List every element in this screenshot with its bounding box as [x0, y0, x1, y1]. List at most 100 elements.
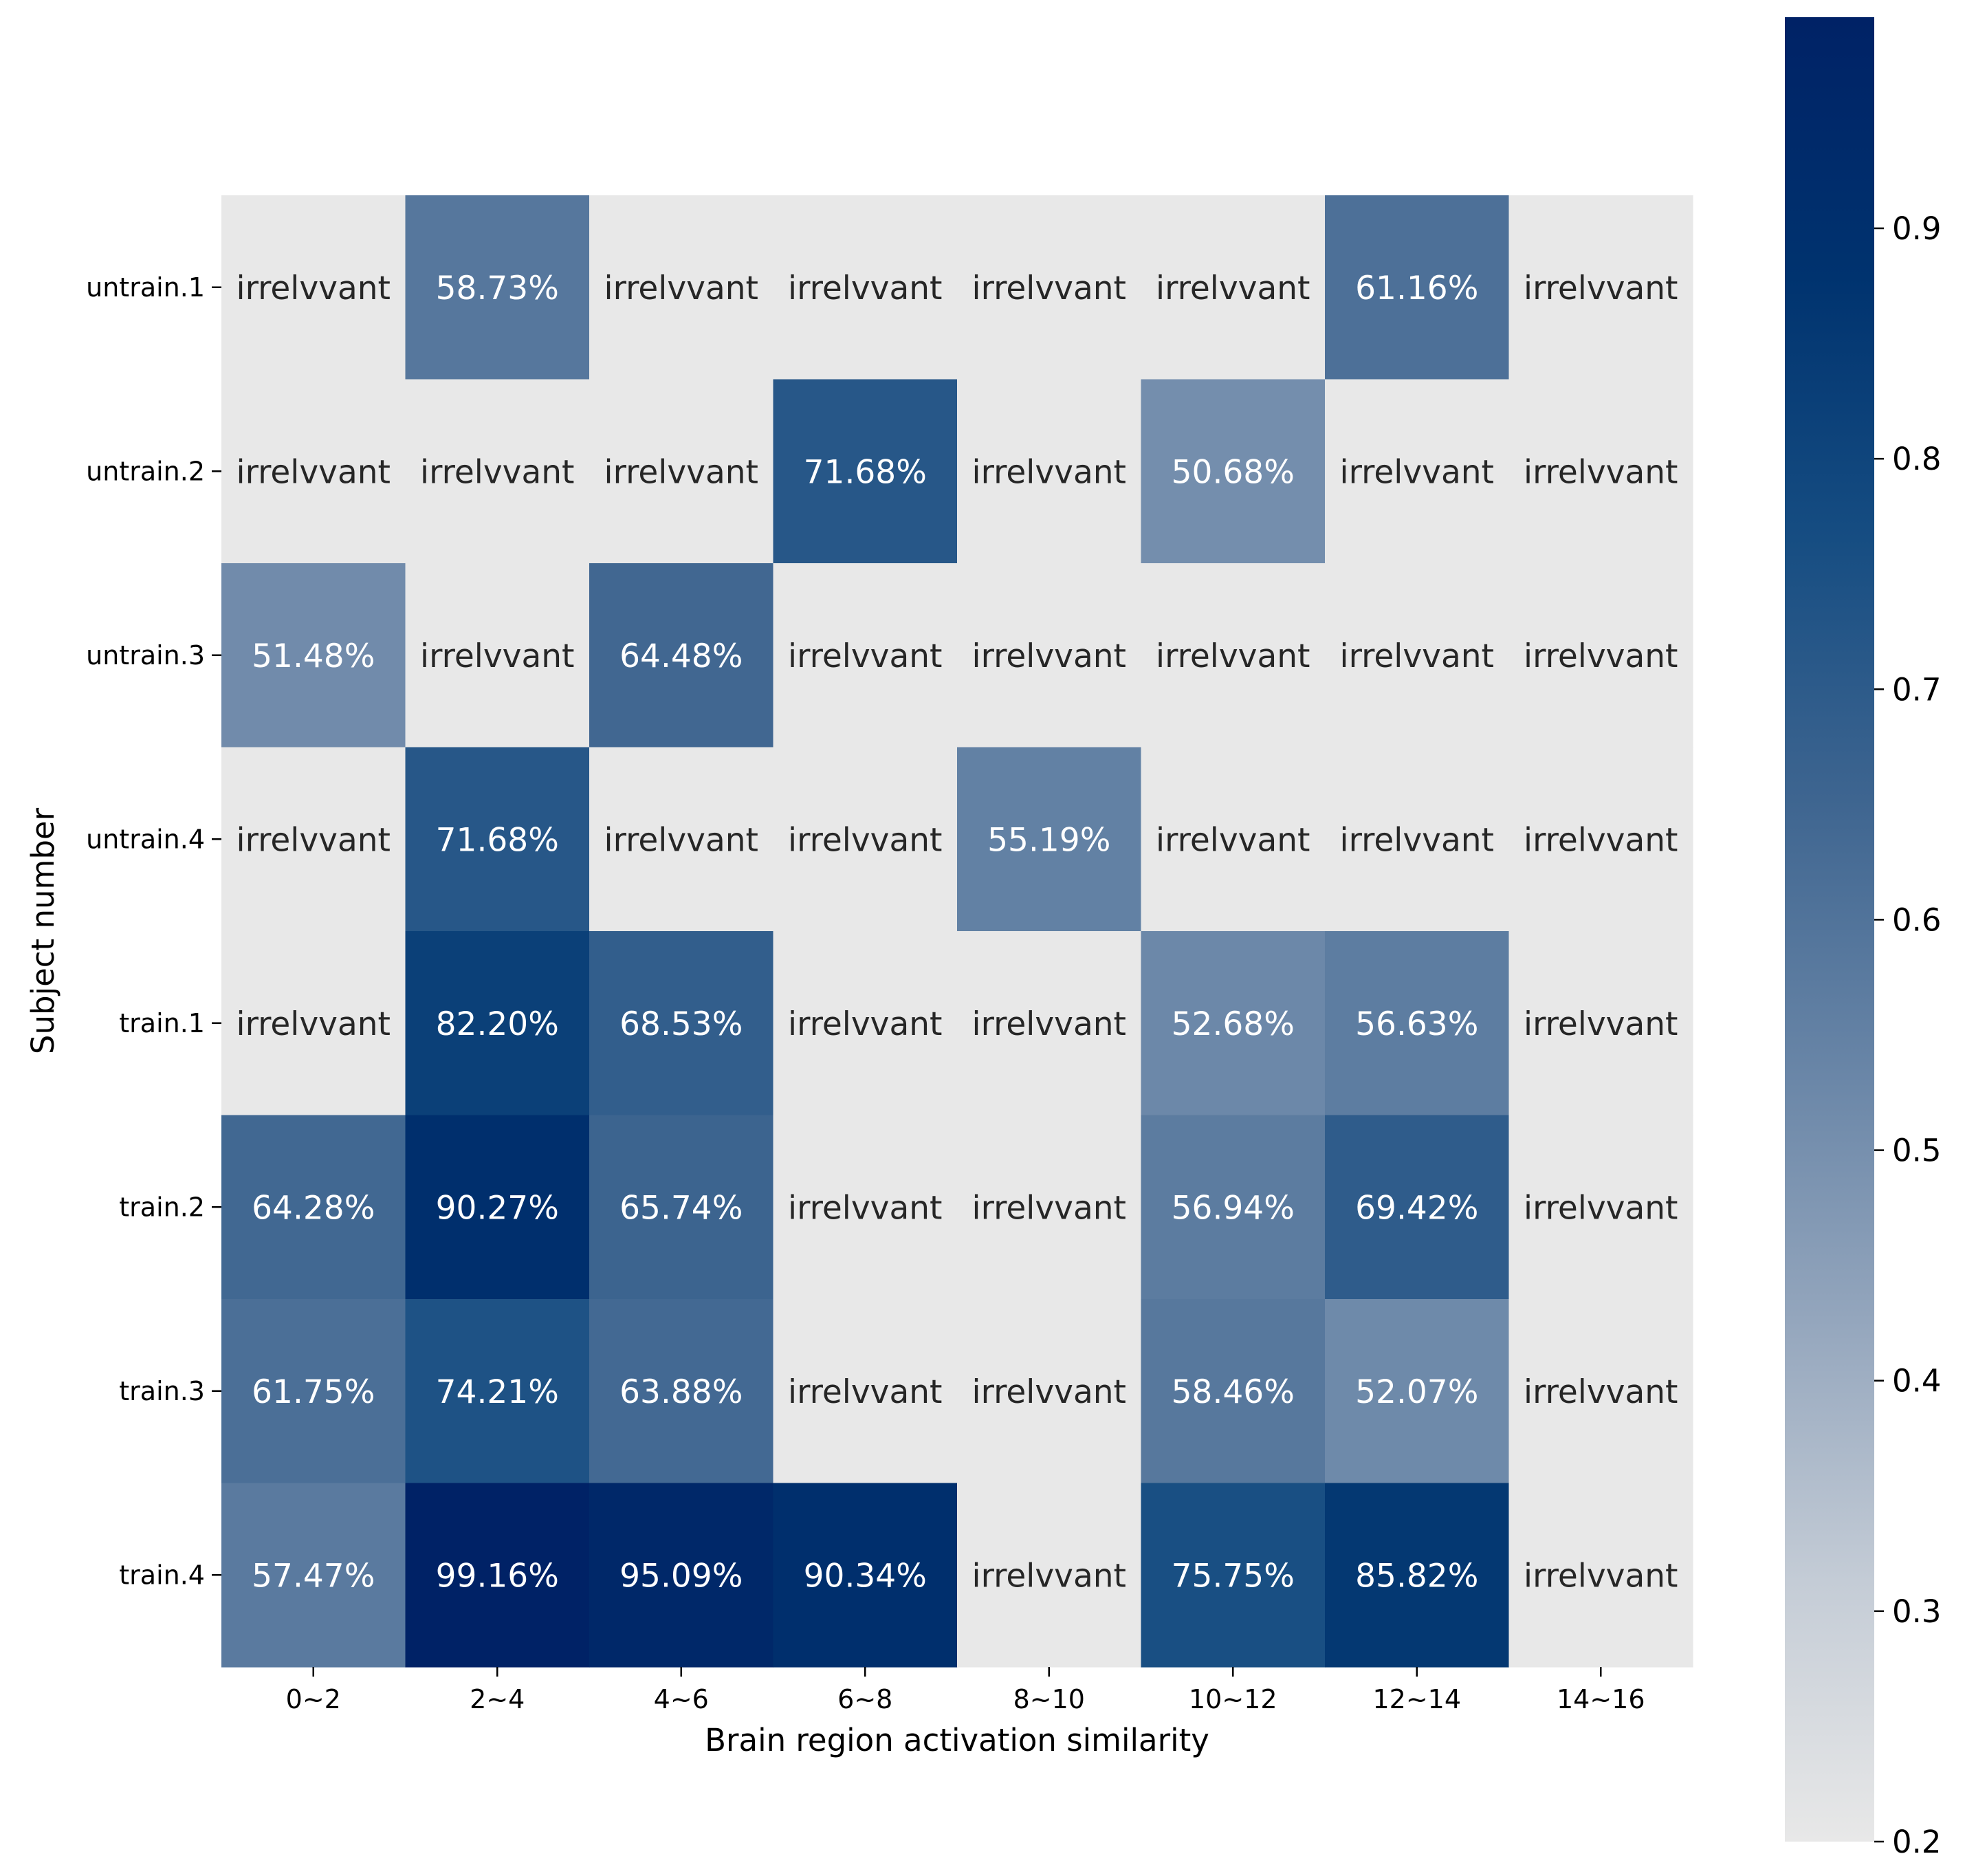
x-tick-label: 14~16 — [1557, 1684, 1645, 1714]
colorbar-tick-label: 0.7 — [1892, 671, 1942, 708]
heatmap-cell — [1325, 1483, 1510, 1668]
cell-value-label: 69.42% — [1355, 1189, 1478, 1227]
cell-value-label: 85.82% — [1355, 1557, 1478, 1595]
heatmap-cell — [1508, 1115, 1693, 1300]
heatmap-cell — [1508, 563, 1693, 748]
heatmap-cell — [773, 931, 958, 1116]
cell-value-label: irrelvvant — [1340, 821, 1494, 859]
x-tick-label: 10~12 — [1189, 1684, 1277, 1714]
heatmap-cell — [589, 747, 774, 932]
heatmap-cell — [1325, 379, 1510, 564]
heatmap-cell — [773, 1483, 958, 1668]
heatmap-cell — [773, 1299, 958, 1484]
heatmap-cells: irrelvvant 58.73% irrelvvant irrelvvant irre… — [221, 195, 1693, 1668]
heatmap-cell — [405, 379, 590, 564]
y-tick-label: train.4 — [119, 1560, 205, 1590]
heatmap-cell — [1325, 563, 1510, 748]
cell-value-label: irrelvvant — [1340, 453, 1494, 491]
colorbar-tick-label: 0.2 — [1892, 1824, 1942, 1860]
cell-value-label: irrelvvant — [420, 637, 574, 675]
cell-value-label: 68.53% — [619, 1005, 743, 1043]
cell-value-label: irrelvvant — [237, 1005, 391, 1043]
y-tick-label: train.1 — [119, 1008, 205, 1038]
heatmap-cell — [1508, 747, 1693, 932]
x-axis-ticks: 0~2 2~4 4~6 6~8 8~10 10~12 12~14 14~16 — [286, 1667, 1645, 1714]
cell-value-label: irrelvvant — [1524, 270, 1678, 307]
cell-value-label: irrelvvant — [972, 1005, 1126, 1043]
cell-value-label: 82.20% — [436, 1005, 559, 1043]
colorbar-tick-label: 0.5 — [1892, 1133, 1942, 1169]
heatmap-cell — [957, 931, 1142, 1116]
cell-value-label: 64.48% — [619, 637, 743, 675]
cell-value-label: irrelvvant — [972, 637, 1126, 675]
x-tick-label: 6~8 — [837, 1684, 892, 1714]
heatmap-cell — [957, 1115, 1142, 1300]
cell-value-label: irrelvvant — [1524, 1373, 1678, 1411]
heatmap-cell — [1141, 931, 1326, 1116]
heatmap-cell — [221, 563, 406, 748]
cell-value-label: 61.16% — [1355, 270, 1478, 307]
cell-value-label: irrelvvant — [972, 270, 1126, 307]
colorbar-tick-label: 0.6 — [1892, 902, 1942, 938]
y-axis-ticks: untrain.1 untrain.2 untrain.3 untrain.4 trai… — [86, 272, 221, 1590]
heatmap-cell — [405, 747, 590, 932]
cell-value-label: irrelvvant — [604, 453, 758, 491]
cell-value-label: 50.68% — [1172, 453, 1295, 491]
cell-value-label: irrelvvant — [788, 1373, 942, 1411]
cell-value-label: irrelvvant — [237, 453, 391, 491]
heatmap-cell — [221, 1299, 406, 1484]
x-tick-label: 12~14 — [1372, 1684, 1461, 1714]
heatmap-cell — [1141, 379, 1326, 564]
heatmap-cell — [1141, 195, 1326, 380]
cell-value-label: 56.94% — [1172, 1189, 1295, 1227]
cell-value-label: 71.68% — [436, 821, 559, 859]
heatmap-cell — [1325, 195, 1510, 380]
heatmap-cell — [1508, 1299, 1693, 1484]
x-tick-label: 2~4 — [470, 1684, 525, 1714]
cell-value-label: irrelvvant — [604, 270, 758, 307]
heatmap-cell — [221, 931, 406, 1116]
cell-value-label: 65.74% — [619, 1189, 743, 1227]
cell-value-label: 56.63% — [1355, 1005, 1478, 1043]
cell-value-label: irrelvvant — [972, 1557, 1126, 1595]
cell-value-label: irrelvvant — [604, 821, 758, 859]
heatmap-cell — [957, 563, 1142, 748]
y-axis-label: Subject number — [25, 807, 61, 1054]
cell-value-label: irrelvvant — [1524, 1005, 1678, 1043]
cell-value-label: 52.68% — [1172, 1005, 1295, 1043]
cell-value-label: irrelvvant — [788, 270, 942, 307]
heatmap-cell — [221, 379, 406, 564]
colorbar-tick-label: 0.8 — [1892, 441, 1942, 477]
heatmap-cell — [1141, 1299, 1326, 1484]
heatmap-cell — [405, 1483, 590, 1668]
heatmap-cell — [589, 379, 774, 564]
heatmap-cell — [405, 1299, 590, 1484]
cell-value-label: 55.19% — [987, 821, 1110, 859]
colorbar-tick-label: 0.9 — [1892, 210, 1942, 247]
cell-value-label: 75.75% — [1172, 1557, 1295, 1595]
cell-value-label: irrelvvant — [1156, 270, 1310, 307]
heatmap-cell — [1325, 1115, 1510, 1300]
heatmap-cell — [773, 747, 958, 932]
heatmap-cell — [1325, 931, 1510, 1116]
cell-value-label: irrelvvant — [237, 821, 391, 859]
heatmap-cell — [221, 1483, 406, 1668]
heatmap-cell — [957, 195, 1142, 380]
heatmap-cell — [1141, 563, 1326, 748]
y-tick-label: untrain.4 — [86, 824, 205, 854]
heatmap-cell — [405, 563, 590, 748]
heatmap-cell — [589, 1483, 774, 1668]
heatmap-cell — [957, 1299, 1142, 1484]
cell-value-label: irrelvvant — [788, 637, 942, 675]
cell-value-label: irrelvvant — [1156, 637, 1310, 675]
cell-value-label: 71.68% — [804, 453, 927, 491]
cell-value-label: irrelvvant — [788, 1005, 942, 1043]
heatmap-cell — [773, 379, 958, 564]
heatmap-cell — [773, 563, 958, 748]
x-axis-label: Brain region activation similarity — [705, 1722, 1209, 1758]
heatmap-cell — [957, 1483, 1142, 1668]
heatmap-cell — [773, 195, 958, 380]
colorbar-ticks: 0.2 0.3 0.4 0.5 0.6 0.7 0.8 0.9 — [1874, 210, 1942, 1860]
cell-value-label: irrelvvant — [1524, 637, 1678, 675]
